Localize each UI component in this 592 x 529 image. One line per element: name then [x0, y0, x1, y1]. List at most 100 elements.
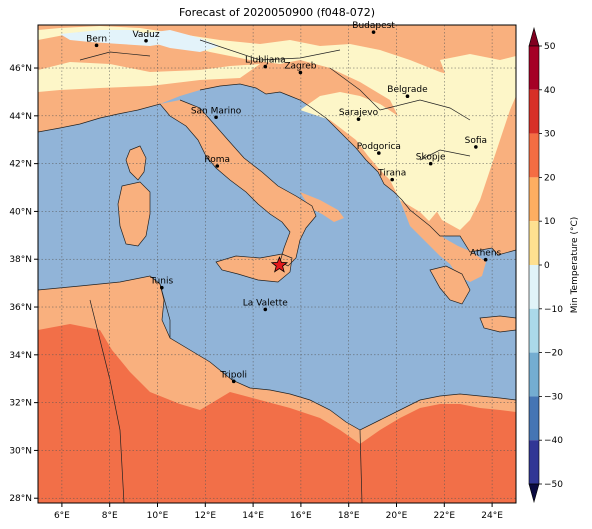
lon-tick-label: 8°E [102, 511, 118, 521]
city-label: Skopje [416, 153, 446, 163]
colorbar-band [529, 221, 539, 265]
border-line-9 [199, 39, 341, 61]
map-frame [37, 24, 517, 504]
city-label: Budapest [352, 21, 395, 31]
corsica-land [126, 146, 146, 180]
sicily-land [216, 254, 292, 282]
border-line-0 [38, 99, 317, 267]
colorbar-tick-label: −40 [544, 436, 563, 446]
peloponnese-land [430, 266, 470, 304]
city-dot [160, 285, 164, 290]
colorbar-band [529, 89, 539, 134]
city-label: Belgrade [387, 85, 428, 95]
border-line-4 [117, 181, 151, 247]
city-dot [215, 164, 220, 168]
colorbar-tick-label: 30 [544, 130, 556, 140]
lon-tick-label: 18°E [338, 511, 360, 521]
lat-tick-label: 44°N [9, 112, 32, 122]
border-line-13 [79, 51, 151, 61]
lon-tick-label: 24°E [481, 511, 503, 521]
city-label: Tunis [149, 277, 173, 287]
border-line-6 [89, 299, 125, 503]
lat-tick-label: 40°N [9, 207, 32, 217]
lat-tick-label: 30°N [9, 446, 32, 456]
colorbar-tick-label: −50 [544, 480, 563, 490]
colorbar: 50 40 30 20 10 0 −10 −20 −30 −40 −50 Min Temperatur… [528, 26, 580, 504]
lat-tick-label: 32°N [9, 399, 32, 409]
lon-tick-label: 16°E [290, 511, 312, 521]
lat-tick-label: 34°N [9, 351, 32, 361]
city-label: Vaduz [132, 30, 159, 40]
colorbar-tick-label: −10 [544, 305, 563, 315]
lon-tick-label: 10°E [147, 511, 169, 521]
border-line-8 [359, 429, 363, 503]
city-dot [371, 30, 376, 34]
crete-land [480, 316, 516, 332]
colorbar-band [529, 177, 539, 222]
axis-ticks: 6°E 8°E 10°E 12°E 14°E 16°E 18°E 20°E 22°E 24°E 28… [9, 64, 503, 521]
colorbar-band [529, 352, 539, 397]
border-line-1 [199, 83, 516, 256]
city-dot [377, 151, 381, 155]
border-line-7 [159, 283, 171, 338]
city-dot [356, 117, 361, 121]
cold-patch-north [140, 30, 220, 52]
city-label: Roma [204, 155, 230, 165]
city-dot [390, 177, 394, 182]
italy-heel [300, 192, 344, 222]
city-dot [298, 70, 303, 75]
city-label: Podgorica [357, 142, 401, 152]
colorbar-band [529, 46, 539, 90]
colorbar-label: Min Temperature (°C) [570, 217, 580, 314]
alps-band-2 [38, 62, 260, 92]
location-marker [270, 256, 289, 273]
colorbar-tick-label: 40 [544, 86, 556, 96]
city-dot [428, 161, 433, 166]
colorbar-extend-top [528, 26, 540, 47]
lon-tick-label: 20°E [386, 511, 408, 521]
lat-tick-label: 42°N [9, 160, 32, 170]
border-line-3 [125, 145, 147, 181]
city-label: La Valette [243, 298, 288, 308]
lat-tick-label: 38°N [9, 255, 32, 265]
city-label: San Marino [191, 106, 242, 116]
colorbar-tick-label: −20 [544, 349, 563, 359]
lon-tick-label: 14°E [242, 511, 264, 521]
city-label: Athens [470, 249, 501, 259]
city-dot [474, 145, 478, 149]
city-dot [263, 307, 268, 312]
colorbar-tick-label: 50 [544, 42, 556, 52]
lat-tick-label: 28°N [9, 494, 32, 504]
city-label: Sarajevo [339, 108, 379, 118]
sardinia-land [118, 182, 150, 246]
lon-tick-label: 6°E [54, 511, 70, 521]
border-line-10 [329, 67, 381, 111]
east-cold [440, 54, 516, 98]
colorbar-tick-label: 20 [544, 173, 556, 183]
greece-land [400, 200, 486, 282]
colorbar-band [529, 396, 539, 441]
city-dot [483, 257, 488, 262]
borders [38, 39, 516, 503]
map-title: Forecast of 2020050900 (f048-072) [178, 6, 376, 19]
colorbar-tick-label: 10 [544, 217, 556, 227]
border-line-12 [419, 149, 471, 161]
alps-band [38, 26, 516, 230]
border-line-15 [479, 315, 516, 333]
border-line-14 [429, 265, 471, 305]
city-label: Bern [86, 34, 107, 44]
city-label: Sofia [465, 136, 487, 146]
border-line-2 [215, 253, 293, 283]
colorbar-extend-bottom [528, 483, 540, 504]
colorbar-band [529, 440, 539, 484]
city-label: Tirana [377, 169, 406, 179]
lon-tick-label: 22°E [433, 511, 455, 521]
city-label: Ljubljana [245, 56, 286, 66]
graticule [38, 25, 516, 503]
city-dot [405, 94, 410, 99]
lon-tick-label: 12°E [194, 511, 216, 521]
city-dot [214, 115, 218, 120]
city-dot [263, 64, 268, 69]
city-label: Tripoli [219, 370, 247, 380]
